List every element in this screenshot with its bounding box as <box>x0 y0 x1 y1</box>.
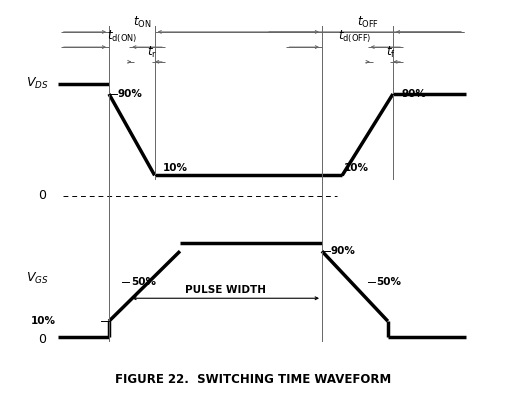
Text: 50%: 50% <box>131 277 156 287</box>
Text: FIGURE 22.  SWITCHING TIME WAVEFORM: FIGURE 22. SWITCHING TIME WAVEFORM <box>116 373 391 386</box>
Text: 90%: 90% <box>118 89 142 99</box>
Text: 90%: 90% <box>402 89 426 99</box>
Text: 10%: 10% <box>31 316 56 326</box>
Text: PULSE WIDTH: PULSE WIDTH <box>185 285 266 295</box>
Text: $t_{\mathrm{OFF}}$: $t_{\mathrm{OFF}}$ <box>356 15 379 30</box>
Text: 90%: 90% <box>331 246 355 256</box>
Text: $t_{\mathrm{d(OFF)}}$: $t_{\mathrm{d(OFF)}}$ <box>338 29 372 45</box>
Text: $V_{GS}$: $V_{GS}$ <box>25 271 48 286</box>
Text: $t_{\mathrm{ON}}$: $t_{\mathrm{ON}}$ <box>133 15 151 30</box>
Text: 10%: 10% <box>344 163 369 173</box>
Text: $t_{\mathrm{r}}$: $t_{\mathrm{r}}$ <box>147 45 157 60</box>
Text: 50%: 50% <box>376 277 401 287</box>
Text: 0: 0 <box>38 189 46 202</box>
Text: 0: 0 <box>38 333 46 346</box>
Text: $V_{DS}$: $V_{DS}$ <box>25 76 48 91</box>
Text: $t_{\mathrm{d(ON)}}$: $t_{\mathrm{d(ON)}}$ <box>106 29 137 45</box>
Text: $t_{\mathrm{f}}$: $t_{\mathrm{f}}$ <box>385 45 395 60</box>
Text: 10%: 10% <box>163 163 188 173</box>
